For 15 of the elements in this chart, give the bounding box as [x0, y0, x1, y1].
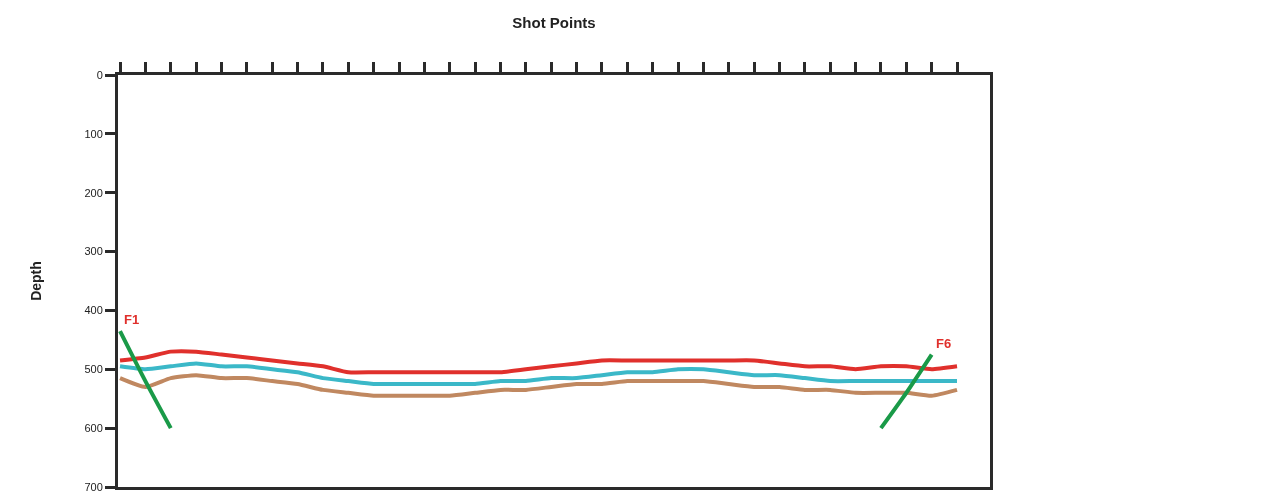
y-tick-label: 100 [84, 127, 103, 140]
y-axis-title: Depth [28, 261, 45, 301]
annotation: F6 [936, 336, 952, 351]
line-series [118, 373, 960, 398]
x-axis-title: Shot Points [512, 14, 596, 32]
y-tick-label: 500 [84, 363, 103, 376]
line-series [118, 361, 960, 387]
y-tick-label: 700 [84, 480, 103, 493]
y-tick-label: 600 [84, 421, 103, 434]
y-tick-label: 200 [84, 186, 103, 199]
annotation: F1 [124, 312, 140, 327]
line-series [118, 349, 960, 375]
y-tick-label: 400 [84, 304, 103, 317]
y-tick-label: 300 [84, 245, 103, 258]
y-tick-label: 0 [96, 68, 103, 81]
